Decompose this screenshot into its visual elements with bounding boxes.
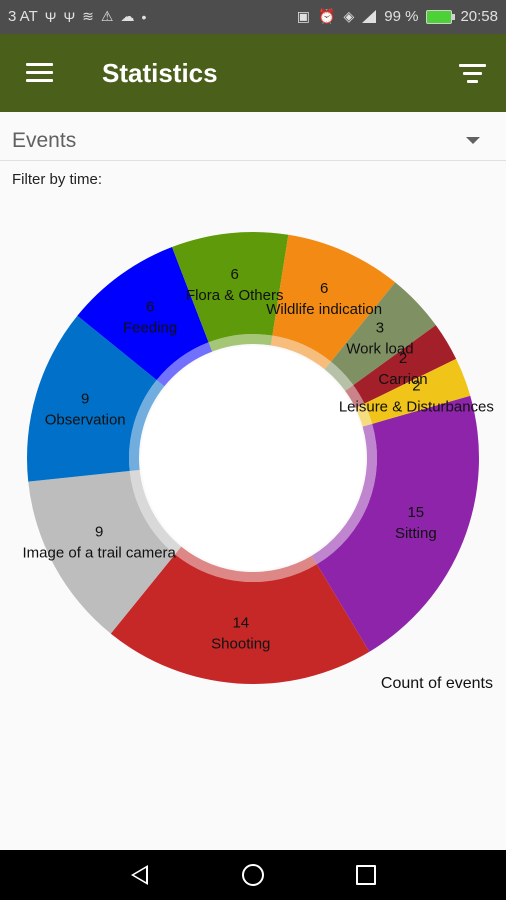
dropdown-arrow-icon (466, 137, 480, 144)
slice-shooting[interactable] (110, 554, 370, 684)
wifi-icon: ◈ (343, 8, 355, 24)
events-donut-chart: 15 Sitting 14 Shooting 9 Image of a trail cam… (23, 232, 494, 684)
slice-ring-flora-others (208, 334, 273, 352)
statistics-type-dropdown[interactable]: Events (0, 120, 506, 160)
slice-carrion[interactable] (353, 325, 457, 404)
slice-label-shooting: Shooting (211, 636, 270, 653)
page-title: Statistics (102, 58, 218, 88)
slice-value-shooting: 14 (232, 615, 249, 632)
app-bar: Statistics (0, 34, 506, 112)
home-icon[interactable] (242, 864, 264, 886)
filter-by-time-label: Filter by time: (12, 171, 103, 188)
slice-ring-observation (129, 379, 165, 471)
slice-value-wildlife-indication: 6 (320, 280, 328, 297)
signal-icon (362, 10, 377, 23)
slice-label-carrion: Carrion (378, 371, 427, 388)
hamburger-menu-icon[interactable] (26, 63, 53, 83)
slice-value-flora-others: 6 (231, 266, 239, 283)
donut-hole (141, 346, 365, 570)
usb-icon: Ψ (44, 8, 57, 25)
slice-label-feeding: Feeding (123, 319, 177, 336)
alarm-icon: ⏰ (318, 8, 336, 24)
slice-label-observation: Observation (45, 411, 126, 428)
slice-value-image-of-a-trail-camera: 9 (95, 524, 103, 541)
slice-ring-sitting (311, 423, 377, 565)
recent-apps-icon[interactable] (356, 865, 376, 885)
screen-cast-icon: ≋ (82, 8, 94, 24)
slice-ring-image-of-a-trail-camera (129, 469, 182, 555)
slice-value-feeding: 6 (146, 298, 154, 315)
slice-label-sitting: Sitting (395, 525, 437, 542)
slice-value-observation: 9 (81, 390, 89, 407)
slice-ring-wildlife-indication (270, 335, 332, 370)
back-icon[interactable] (131, 865, 148, 885)
dropdown-selected-value: Events (12, 129, 77, 152)
slice-sitting[interactable] (316, 395, 479, 652)
nfc-icon: ▣ (296, 8, 311, 24)
chart-description: Count of events (380, 675, 493, 692)
slice-ring-shooting (174, 546, 317, 582)
slice-label-work-load: Work load (346, 341, 413, 358)
filter-icon[interactable] (459, 64, 486, 84)
slice-label-wildlife-indication: Wildlife indication (266, 301, 382, 318)
carrier-label: 3 AT (8, 8, 38, 25)
slice-ring-leisure-disturbances (355, 403, 373, 427)
battery-percent: 99 % (384, 8, 419, 25)
slice-observation[interactable] (26, 315, 157, 482)
slice-work-load[interactable] (331, 282, 436, 386)
battery-icon (426, 9, 456, 24)
slice-leisure-disturbances[interactable] (364, 358, 471, 424)
status-bar: 3 AT Ψ Ψ ≋ ⚠ ☁ • ▣ ⏰ ◈ 99 % 20:58 (0, 0, 506, 34)
slice-label-leisure-disturbances: Leisure & Disturbances (339, 398, 494, 415)
slice-value-leisure-disturbances: 2 (412, 377, 420, 394)
slice-ring-carrion (345, 385, 365, 409)
slice-value-work-load: 3 (376, 320, 384, 337)
slice-value-sitting: 15 (407, 504, 424, 521)
slice-feeding[interactable] (77, 247, 209, 380)
usb-debug-icon: Ψ (63, 8, 76, 25)
dots-icon: • (141, 8, 147, 25)
status-bar-right: ▣ ⏰ ◈ 99 % 20:58 (297, 8, 498, 25)
slice-ring-work-load (324, 361, 354, 391)
slice-ring-feeding (156, 342, 213, 387)
status-time: 20:58 (460, 8, 498, 25)
status-bar-left: 3 AT Ψ Ψ ≋ ⚠ ☁ • (8, 8, 146, 25)
warning-icon: ⚠ (100, 8, 114, 24)
slice-flora-others[interactable] (172, 232, 289, 343)
slice-value-carrion: 2 (399, 350, 407, 367)
slice-image-of-a-trail-camera[interactable] (28, 470, 175, 634)
slice-label-flora-others: Flora & Others (186, 287, 284, 304)
slice-wildlife-indication[interactable] (272, 234, 396, 362)
cloud-icon: ☁ (120, 8, 135, 24)
dropdown-underline (0, 160, 506, 161)
slice-label-image-of-a-trail-camera: Image of a trail camera (23, 545, 177, 562)
navigation-bar (0, 850, 506, 900)
